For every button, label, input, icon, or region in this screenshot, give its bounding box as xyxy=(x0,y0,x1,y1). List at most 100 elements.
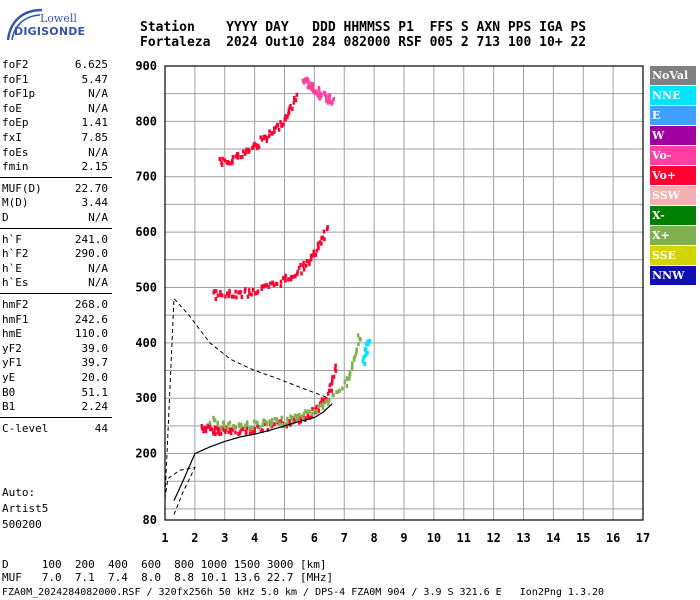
trace-point xyxy=(221,156,224,161)
trace-point xyxy=(328,100,332,105)
trace-point xyxy=(287,111,290,116)
x-tick-label: 3 xyxy=(221,531,228,545)
trace-point xyxy=(311,85,315,90)
trace-point xyxy=(327,389,331,394)
logo-text-lowell: Lowell xyxy=(40,12,77,25)
param-label: M(D) xyxy=(2,196,29,210)
trace-point xyxy=(214,289,218,294)
trace-point xyxy=(306,80,310,85)
trace-point xyxy=(244,423,247,428)
param-value: 22.70 xyxy=(74,181,108,195)
trace-point xyxy=(333,367,337,372)
trace-point xyxy=(331,375,334,380)
trace-point xyxy=(325,227,329,232)
trace-point xyxy=(253,426,256,431)
trace-point xyxy=(247,149,250,154)
trace-point xyxy=(291,420,294,425)
trace-point xyxy=(315,248,319,253)
trace-point xyxy=(254,291,257,296)
trace-point xyxy=(326,391,330,396)
legend-item-vominus: Vo- xyxy=(650,146,696,165)
trace-point xyxy=(256,290,259,295)
param-value: 2.15 xyxy=(81,160,109,174)
trace-point xyxy=(318,240,322,245)
trace-point xyxy=(245,426,249,431)
trace-point xyxy=(343,379,347,384)
param-value: N/A xyxy=(88,87,108,101)
x-tick-label: 6 xyxy=(311,531,318,545)
trace-point xyxy=(341,386,344,391)
trace-point xyxy=(290,416,294,421)
trace-point xyxy=(281,276,285,281)
param-row-ye: yE 20.0 xyxy=(2,371,108,385)
param-label: foE xyxy=(2,101,22,115)
trace-point xyxy=(306,78,310,83)
trace-point xyxy=(231,426,235,431)
x-tick-label: 10 xyxy=(427,531,441,545)
trace-point xyxy=(352,357,356,362)
auto-artist: Artist5 xyxy=(2,502,49,515)
param-separator xyxy=(0,416,112,418)
trace-point xyxy=(320,241,323,246)
trace-point xyxy=(355,347,358,352)
trace-point xyxy=(295,92,299,97)
trace-point xyxy=(268,419,271,424)
trace-point xyxy=(281,422,284,427)
trace-point xyxy=(245,420,249,425)
trace-point xyxy=(317,87,321,92)
trace-point xyxy=(266,427,270,432)
muf-row: MUF 7.0 7.1 7.4 8.0 8.8 10.1 13.6 22.7 [… xyxy=(2,571,334,584)
trace-point xyxy=(328,93,331,98)
trace-point xyxy=(261,284,265,289)
param-row-d: D N/A xyxy=(2,211,108,225)
trace-point xyxy=(213,428,216,433)
trace-point xyxy=(316,92,319,97)
trace-point xyxy=(208,423,212,428)
trace-point xyxy=(332,392,335,397)
trace-point xyxy=(273,130,276,135)
param-label: h`Es xyxy=(2,276,29,290)
trace-point xyxy=(310,87,313,92)
trace-point xyxy=(271,420,274,425)
param-row-hes: h`Es N/A xyxy=(2,276,108,290)
trace-point xyxy=(356,333,360,338)
trace-point xyxy=(332,374,336,379)
param-separator xyxy=(0,227,112,229)
trace-point xyxy=(263,419,266,424)
trace-point xyxy=(303,77,307,82)
param-value: N/A xyxy=(88,101,108,115)
trace-point xyxy=(240,294,244,299)
trace-point xyxy=(324,96,328,101)
trace-point xyxy=(259,135,262,140)
trace-point xyxy=(321,397,325,402)
trace-point xyxy=(305,410,309,415)
trace-point xyxy=(237,422,241,427)
trace-point xyxy=(262,418,265,423)
param-value: 44 xyxy=(94,421,108,435)
trace-point xyxy=(260,286,264,291)
x-tick-label: 2 xyxy=(191,531,198,545)
trace-point xyxy=(284,114,287,119)
trace-point xyxy=(300,414,304,419)
trace-point xyxy=(204,428,208,433)
trace-point xyxy=(239,289,242,294)
trace-point xyxy=(234,430,237,435)
param-row-yf2: yF2 39.0 xyxy=(2,342,108,356)
param-label: fxI xyxy=(2,131,22,144)
trace-point xyxy=(299,416,303,421)
trace-point xyxy=(345,376,348,381)
legend-item-ssw: SSW xyxy=(650,186,696,205)
trace-point xyxy=(219,425,223,430)
trace-point xyxy=(250,292,253,297)
param-label: yF1 xyxy=(2,356,22,370)
trace-point xyxy=(236,155,240,160)
trace-point xyxy=(338,388,341,393)
legend-item-noval: NoVal xyxy=(650,66,696,85)
trace-point xyxy=(270,131,274,136)
profile-extrapolation xyxy=(164,297,330,515)
trace-point xyxy=(264,134,267,139)
y-tick-label: 80 xyxy=(143,513,157,527)
trace-point xyxy=(308,258,311,263)
trace-point xyxy=(228,288,231,293)
